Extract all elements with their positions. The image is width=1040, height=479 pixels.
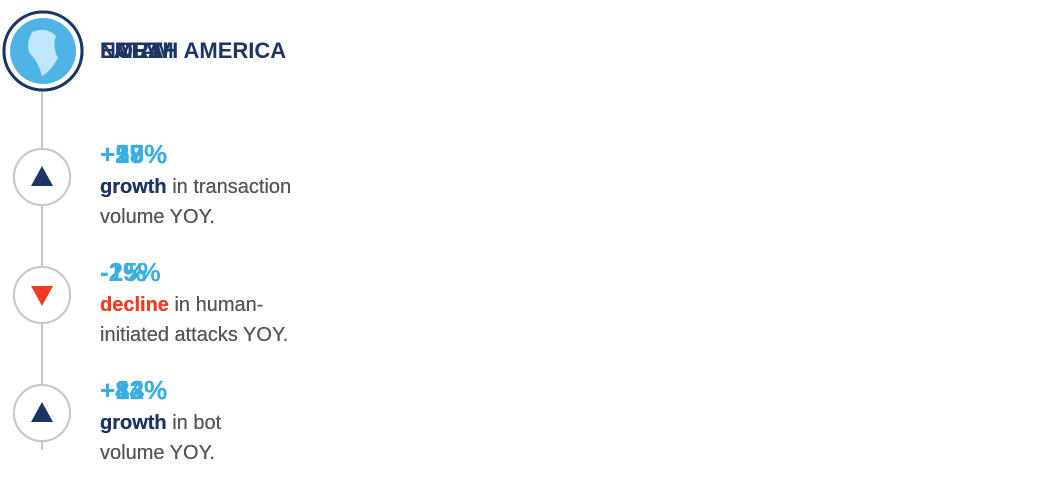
keyword: growth [100,176,167,198]
desc-line: growth in bot [100,408,221,438]
keyword: growth [100,412,167,434]
stat-description: growth in bot volume YOY. [100,408,221,468]
stat-value: +19% [100,139,168,169]
keyword: decline [100,294,169,316]
stat-value: -25% [100,257,161,287]
trend-arrow [31,166,53,186]
stat-description: growth in bot volume YOY. [100,408,221,468]
desc-line: growth in bot [100,408,221,438]
desc-text: in transaction [166,176,292,198]
stat-description: growth in transaction volume YOY. [100,172,291,232]
desc-text: in transaction [166,176,292,198]
region-title: EMEA [100,38,164,63]
stat-value: +13% [100,375,168,405]
desc-line: growth in transaction [100,172,291,202]
region-title: LATAM [100,38,174,63]
desc-line: volume YOY. [100,442,215,464]
stat-value: +57% [100,139,168,169]
stat-value: -1% [100,257,147,287]
trend-arrow [31,402,53,422]
stat-value: -1% [100,257,147,287]
trend-icon [13,384,71,442]
globe-land [28,29,58,76]
desc-line: initiated attacks YOY. [100,324,289,346]
desc-line: volume YOY. [100,206,215,228]
desc-line: volume YOY. [100,442,215,464]
keyword: growth [100,176,167,198]
stat-description: growth in bot volume YOY. [100,408,221,468]
desc-text: in human- [168,294,264,316]
desc-line: growth in transaction [100,172,291,202]
desc-line: volume YOY. [100,442,215,464]
desc-text: in human- [168,294,264,316]
trend-icon [13,148,71,206]
desc-line: growth in bot [100,408,221,438]
region-title: NORTH AMERICA [100,38,287,63]
desc-text: in bot [166,412,222,434]
desc-line: decline in human- [100,290,288,320]
stat-value: +28% [100,139,168,169]
stat-value: +42% [100,375,168,405]
desc-line: decline in human- [100,290,288,320]
desc-line: decline in human- [100,290,288,320]
stat-description: decline in human-initiated attacks YOY. [100,290,288,350]
keyword: growth [100,412,167,434]
stat-description: growth in transaction volume YOY. [100,172,291,232]
stat-description: decline in human-initiated attacks YOY. [100,290,288,350]
desc-text: in bot [166,412,222,434]
stat-value: +84% [100,375,168,405]
trend-arrow [31,286,53,306]
keyword: decline [100,294,169,316]
stat-description: decline in human-initiated attacks YOY. [100,290,288,350]
trend-icon [13,266,71,324]
desc-text: in human- [168,294,264,316]
keyword: growth [100,176,167,198]
keyword: decline [100,294,169,316]
desc-line: volume YOY. [100,206,215,228]
desc-line: initiated attacks YOY. [100,324,289,346]
desc-line: initiated attacks YOY. [100,324,289,346]
keyword: growth [100,412,167,434]
desc-line: volume YOY. [100,206,215,228]
stat-description: growth in transaction volume YOY. [100,172,291,232]
region-globe [2,10,84,92]
desc-text: in bot [166,412,222,434]
desc-text: in transaction [166,176,292,198]
desc-line: growth in transaction [100,172,291,202]
